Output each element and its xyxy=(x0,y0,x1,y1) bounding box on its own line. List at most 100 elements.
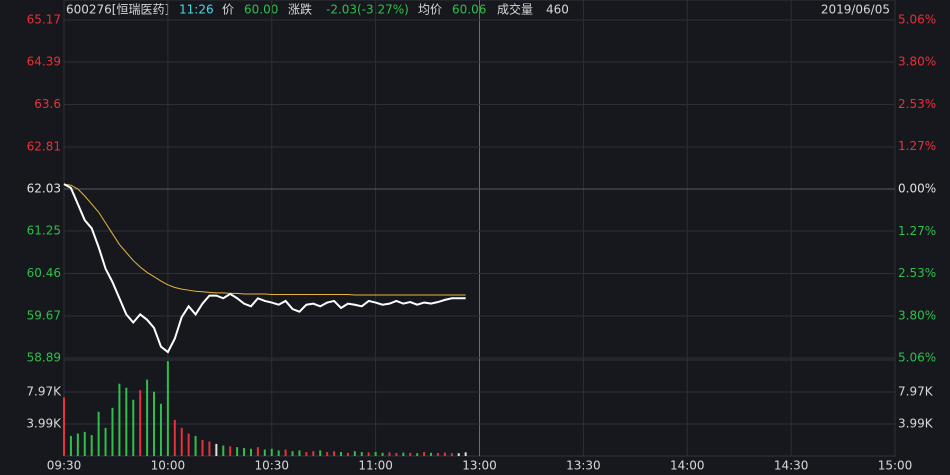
volume-label: 成交量 xyxy=(497,2,533,17)
volume-bar xyxy=(76,433,79,456)
volume-bar xyxy=(436,452,439,456)
volume-bar xyxy=(464,452,467,456)
volume-tick-label: 7.97K xyxy=(26,384,62,398)
volume-bar xyxy=(146,379,149,456)
volume-bar xyxy=(180,427,183,456)
price-line xyxy=(63,183,466,296)
volume-bar xyxy=(222,445,225,456)
volume-bar xyxy=(374,451,377,456)
volume-bar xyxy=(97,411,100,456)
volume-bar xyxy=(194,435,197,456)
volume-bar xyxy=(263,449,266,456)
volume-bar xyxy=(291,451,294,456)
price: 60.00 xyxy=(244,3,278,17)
volume-bar xyxy=(388,452,391,456)
volume-bar xyxy=(139,390,142,456)
y2-tick-label: 3.80% xyxy=(898,308,936,322)
volume-bar xyxy=(319,450,322,456)
change: -2.03(-3.27%) xyxy=(326,3,409,17)
volume-bar xyxy=(229,446,232,456)
stock-code: 600276[恒瑞医药] xyxy=(66,3,169,17)
date: 2019/06/05 xyxy=(821,3,890,17)
volume-bar xyxy=(104,427,107,456)
y2-tick-label: 3.80% xyxy=(898,55,936,69)
volume-bar xyxy=(208,441,211,456)
volume: 460 xyxy=(546,3,569,17)
volume-bar xyxy=(249,448,252,456)
volume-bar xyxy=(63,397,65,456)
volume-bar xyxy=(166,361,169,456)
volume-bar xyxy=(395,452,398,456)
volume-bar xyxy=(312,451,315,456)
volume-bar xyxy=(69,435,72,456)
x-tick-label: 13:30 xyxy=(566,459,601,473)
y2-tick-label: 5.06% xyxy=(898,351,936,365)
volume-bar xyxy=(256,447,259,456)
volume-bar xyxy=(90,435,93,456)
volume-bar xyxy=(243,447,246,456)
avg-label: 均价 xyxy=(418,3,442,17)
price-label: 价 xyxy=(222,3,234,17)
y2-tick-label: 2.53% xyxy=(898,97,936,111)
time: 11:26 xyxy=(179,3,214,17)
volume-tick-label: 7.97K xyxy=(898,384,934,398)
x-tick-label: 11:00 xyxy=(358,459,393,473)
y2-tick-label: 1.27% xyxy=(898,224,936,238)
volume-bar xyxy=(450,453,453,456)
volume-bar xyxy=(118,383,121,456)
y2-tick-label: 1.27% xyxy=(898,139,936,153)
price-line xyxy=(63,183,466,354)
volume-bar xyxy=(353,451,356,456)
y-tick-label: 60.46 xyxy=(27,266,61,280)
x-tick-label: 14:30 xyxy=(774,459,809,473)
volume-bar xyxy=(201,439,204,456)
volume-bar xyxy=(153,391,156,456)
volume-bar xyxy=(430,452,433,456)
y2-tick-label: 0.00% xyxy=(898,182,936,196)
y-tick-label: 63.6 xyxy=(34,97,61,111)
y-tick-label: 61.25 xyxy=(27,223,61,237)
avg: 60.06 xyxy=(452,3,486,17)
volume-bar xyxy=(125,387,128,456)
volume-bar xyxy=(111,407,114,456)
y-tick-label: 65.17 xyxy=(27,13,61,27)
volume-bar xyxy=(215,443,218,456)
y-tick-label: 62.03 xyxy=(27,182,61,196)
volume-bar xyxy=(173,419,176,456)
volume-bar xyxy=(457,453,460,456)
volume-bar xyxy=(402,452,405,456)
volume-bar xyxy=(284,449,287,456)
volume-bar xyxy=(367,452,370,456)
volume-bar xyxy=(270,448,273,456)
volume-bar xyxy=(423,451,426,456)
volume-tick-label: 3.99K xyxy=(26,416,62,430)
x-tick-label: 10:00 xyxy=(151,459,186,473)
volume-bar xyxy=(381,452,384,456)
volume-bar xyxy=(298,450,301,456)
x-tick-label: 14:00 xyxy=(670,459,705,473)
volume-bar xyxy=(443,452,446,456)
y-tick-label: 62.81 xyxy=(27,140,61,154)
volume-bar xyxy=(340,451,342,456)
volume-bar xyxy=(333,451,336,456)
volume-bar xyxy=(277,450,280,456)
volume-bar xyxy=(409,452,412,456)
x-tick-label: 09:30 xyxy=(47,459,82,473)
volume-bar xyxy=(416,453,419,456)
x-tick-label: 10:30 xyxy=(254,459,289,473)
volume-bar xyxy=(159,403,162,456)
x-tick-label: 15:00 xyxy=(878,459,913,473)
y-tick-label: 64.39 xyxy=(27,54,61,68)
y2-tick-label: 2.53% xyxy=(898,266,936,280)
volume-bar xyxy=(360,451,363,456)
volume-bar xyxy=(187,433,190,456)
volume-bar xyxy=(132,399,135,456)
volume-bar xyxy=(346,452,349,456)
y2-tick-label: 5.06% xyxy=(898,13,936,27)
volume-bar xyxy=(326,451,329,456)
x-tick-label: 13:00 xyxy=(462,459,497,473)
y-tick-label: 59.67 xyxy=(27,309,61,323)
volume-bar xyxy=(236,447,239,456)
y-tick-label: 58.89 xyxy=(27,351,61,365)
